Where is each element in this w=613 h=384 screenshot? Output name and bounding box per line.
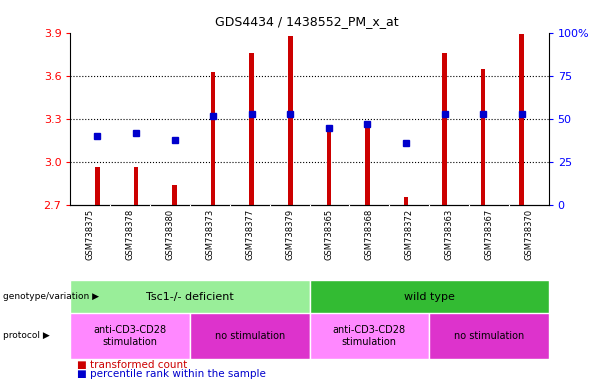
Bar: [442, 53, 447, 205]
Text: GSM738372: GSM738372: [405, 209, 414, 260]
Bar: [310, 280, 549, 313]
Text: ■ percentile rank within the sample: ■ percentile rank within the sample: [77, 369, 265, 379]
Bar: [288, 36, 292, 205]
Text: GSM738367: GSM738367: [484, 209, 493, 260]
Bar: [172, 185, 177, 205]
Bar: [211, 71, 216, 205]
Text: GDS4434 / 1438552_PM_x_at: GDS4434 / 1438552_PM_x_at: [215, 15, 398, 28]
Bar: [519, 34, 524, 205]
Text: ■ transformed count: ■ transformed count: [77, 360, 187, 370]
Bar: [403, 197, 408, 205]
Text: GSM738375: GSM738375: [86, 209, 95, 260]
Text: GSM738377: GSM738377: [245, 209, 254, 260]
Bar: [70, 313, 190, 359]
Text: protocol ▶: protocol ▶: [3, 331, 50, 341]
Bar: [481, 69, 485, 205]
Text: genotype/variation ▶: genotype/variation ▶: [3, 292, 99, 301]
Text: anti-CD3-CD28
stimulation: anti-CD3-CD28 stimulation: [94, 325, 167, 347]
Bar: [70, 280, 310, 313]
Text: GSM738378: GSM738378: [126, 209, 135, 260]
Bar: [327, 131, 331, 205]
Text: GSM738365: GSM738365: [325, 209, 334, 260]
Bar: [134, 167, 139, 205]
Bar: [429, 313, 549, 359]
Bar: [249, 53, 254, 205]
Text: no stimulation: no stimulation: [454, 331, 524, 341]
Text: Tsc1-/- deficient: Tsc1-/- deficient: [146, 291, 234, 302]
Text: GSM738380: GSM738380: [166, 209, 175, 260]
Text: anti-CD3-CD28
stimulation: anti-CD3-CD28 stimulation: [333, 325, 406, 347]
Text: GSM738363: GSM738363: [444, 209, 454, 260]
Text: GSM738370: GSM738370: [524, 209, 533, 260]
Bar: [310, 313, 429, 359]
Text: GSM738379: GSM738379: [285, 209, 294, 260]
Bar: [365, 125, 370, 205]
Bar: [190, 313, 310, 359]
Text: GSM738373: GSM738373: [205, 209, 215, 260]
Text: wild type: wild type: [404, 291, 454, 302]
Bar: [95, 167, 100, 205]
Text: no stimulation: no stimulation: [215, 331, 285, 341]
Text: GSM738368: GSM738368: [365, 209, 374, 260]
